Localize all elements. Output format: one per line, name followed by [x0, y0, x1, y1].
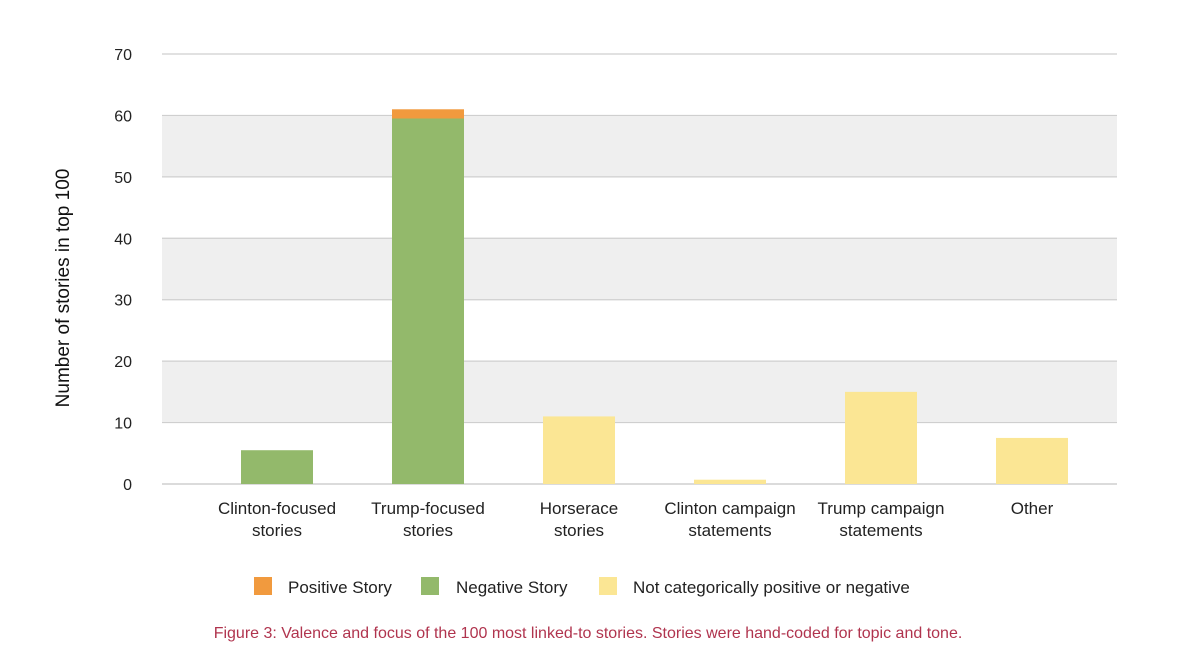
legend-label: Negative Story: [456, 578, 568, 597]
x-category-label: Clinton-focused: [218, 499, 336, 518]
legend: Positive Story Negative Story Not categori…: [254, 577, 910, 597]
y-tick-label: 50: [114, 170, 132, 187]
y-axis-label: Number of stories in top 100: [53, 169, 74, 408]
x-category-label: statements: [688, 521, 771, 540]
y-tick-labels: 0 10 20 30 40 50 60 70: [114, 47, 132, 494]
bar: [996, 437, 1068, 484]
x-category-label: stories: [403, 521, 453, 540]
legend-label: Not categorically positive or negative: [633, 578, 910, 597]
bar: [392, 109, 464, 119]
bar: [543, 416, 615, 484]
legend-label: Positive Story: [288, 578, 392, 597]
y-tick-label: 60: [114, 108, 132, 125]
figure-caption: Figure 3: Valence and focus of the 100 m…: [214, 625, 963, 642]
x-category-label: stories: [554, 521, 604, 540]
y-tick-label: 0: [123, 477, 132, 494]
y-tick-label: 70: [114, 47, 132, 64]
grid-band: [162, 361, 1117, 423]
x-category-label: stories: [252, 521, 302, 540]
grid-band: [162, 238, 1117, 300]
y-tick-label: 30: [114, 293, 132, 310]
bar: [392, 118, 464, 484]
x-category-label: Clinton campaign: [664, 499, 795, 518]
gridlines: [162, 53, 1117, 485]
legend-swatch: [599, 577, 617, 595]
bar: [241, 450, 313, 484]
legend-swatch: [254, 577, 272, 595]
y-tick-label: 10: [114, 416, 132, 433]
x-category-label: Horserace: [540, 499, 618, 518]
y-tick-label: 20: [114, 354, 132, 371]
x-category-label: Trump campaign: [818, 499, 945, 518]
bar: [694, 479, 766, 484]
y-tick-label: 40: [114, 231, 132, 248]
grid-bands: [162, 115, 1117, 423]
x-category-label: statements: [839, 521, 922, 540]
grid-band: [162, 115, 1117, 177]
bars: [241, 109, 1068, 484]
x-category-label: Trump-focused: [371, 499, 485, 518]
x-category-labels: Clinton-focused stories Trump-focused stori…: [218, 499, 1054, 540]
x-category-label: Other: [1011, 499, 1054, 518]
legend-swatch: [421, 577, 439, 595]
bar: [845, 391, 917, 484]
